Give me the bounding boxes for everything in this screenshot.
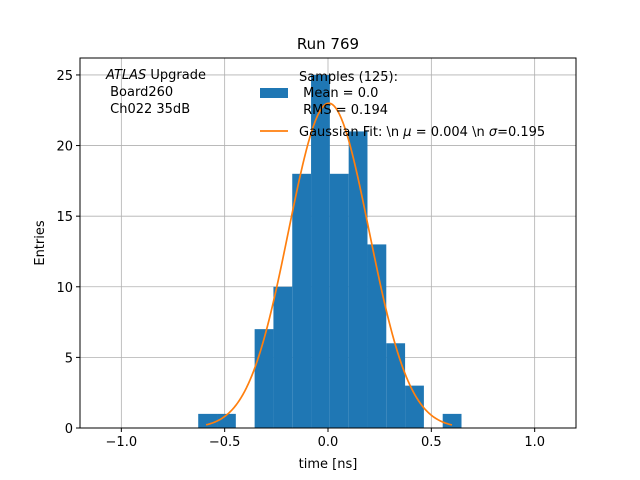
annotation-line-1: ATLAS Upgrade <box>105 68 206 83</box>
x-tick-label-3: 0.5 <box>421 435 442 450</box>
y-tick-label-0: 0 <box>65 422 73 437</box>
legend-fit-prefix: Gaussian Fit: \n <box>299 125 403 140</box>
histogram-bars <box>198 74 462 428</box>
chart-title: Run 769 <box>297 35 359 53</box>
y-axis-label: Entries <box>33 220 48 266</box>
histogram-bar-10 <box>386 343 406 428</box>
legend-fit-mu-symbol: μ <box>402 125 411 140</box>
legend-hist-line-3: RMS = 0.194 <box>299 103 388 118</box>
histogram-bar-4 <box>273 286 293 428</box>
gaussian-fit-curve <box>205 102 453 426</box>
y-axis-ticks: 0 5 10 15 20 25 <box>56 69 80 437</box>
histogram-bar-0 <box>198 413 218 428</box>
legend-hist-line-1: Samples (125): <box>299 70 398 85</box>
x-tick-label-1: −0.5 <box>209 435 241 450</box>
legend: Samples (125): Mean = 0.0 RMS = 0.194 Ga… <box>260 70 545 140</box>
x-tick-label-2: 0.0 <box>318 435 339 450</box>
legend-fit-sigma-symbol: σ <box>489 125 498 140</box>
histogram-bar-6 <box>311 74 330 428</box>
atlas-annotation: ATLAS Upgrade Board260 Ch022 35dB <box>105 68 206 117</box>
x-axis-ticks: −1.0 −0.5 0.0 0.5 1.0 <box>106 428 545 450</box>
x-axis-label: time [ns] <box>299 457 358 472</box>
legend-hist-line-2: Mean = 0.0 <box>299 86 378 101</box>
y-tick-label-1: 5 <box>65 351 73 366</box>
y-tick-label-5: 25 <box>56 69 73 84</box>
histogram-bar-8 <box>348 131 368 428</box>
histogram-bar-3 <box>254 329 274 428</box>
legend-fit-mu-value: = 0.004 \n <box>412 125 489 140</box>
annotation-atlas: ATLAS <box>105 68 146 83</box>
histogram-bar-1 <box>217 413 236 428</box>
y-tick-label-3: 15 <box>56 210 73 225</box>
legend-hist-swatch <box>260 88 288 98</box>
x-tick-label-0: −1.0 <box>106 435 138 450</box>
y-tick-label-4: 20 <box>56 140 73 155</box>
annotation-line-2: Board260 <box>106 85 173 100</box>
y-tick-label-2: 10 <box>56 281 73 296</box>
x-tick-label-4: 1.0 <box>524 435 545 450</box>
annotation-upgrade: Upgrade <box>146 68 206 83</box>
histogram-bar-13 <box>442 413 462 428</box>
annotation-line-3: Ch022 35dB <box>106 102 190 117</box>
histogram-bar-11 <box>405 385 424 428</box>
legend-fit-label: Gaussian Fit: \n μ = 0.004 \n σ=0.195 <box>299 125 545 140</box>
histogram-bar-7 <box>329 173 349 428</box>
histogram-bar-5 <box>292 173 312 428</box>
legend-fit-sigma-value: =0.195 <box>497 125 545 140</box>
